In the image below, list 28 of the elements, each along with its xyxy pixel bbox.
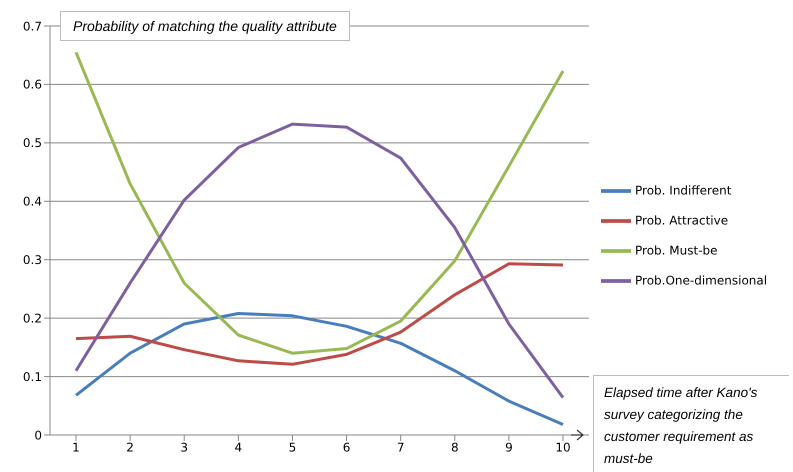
y-tick-label: 0.1 [22, 370, 42, 384]
legend-label: Prob.One-dimensional [635, 273, 768, 288]
text: Elapsed time after Kano's survey categorizing the customer requirement as must-be [593, 375, 789, 472]
line-series [74, 50, 564, 355]
x-tick-label: 4 [234, 440, 242, 455]
legend-label: Prob. Must-be [635, 243, 718, 258]
x-tick-label: 6 [342, 440, 350, 455]
y-tick-label: 0.2 [22, 311, 42, 326]
line-series [74, 262, 564, 366]
y-tick-label: 0.4 [22, 194, 42, 209]
legend-label: Prob. Attractive [635, 213, 728, 228]
y-tick-label: 0.3 [22, 252, 42, 267]
x-tick-label: 5 [288, 440, 296, 455]
x-tick-label: 1 [72, 440, 80, 455]
y-tick-label: 0 [34, 428, 42, 442]
y-tick-label: 0.6 [22, 78, 42, 92]
y-tick-label: 0.5 [22, 136, 42, 150]
x-tick-label: 10 [555, 440, 571, 455]
x-tick-label: 8 [450, 440, 459, 455]
line-series [74, 122, 564, 400]
x-tick-label: 3 [180, 440, 188, 455]
line-series [74, 312, 564, 426]
x-tick-label: 7 [396, 440, 404, 455]
y-axis-title: Probability of matching the quality attribute [60, 11, 350, 41]
legend-label: Prob. Indifferent [635, 183, 732, 198]
x-tick-label: 9 [505, 440, 513, 455]
y-tick-label: 0.7 [22, 19, 42, 34]
x-tick-label: 2 [126, 440, 134, 455]
